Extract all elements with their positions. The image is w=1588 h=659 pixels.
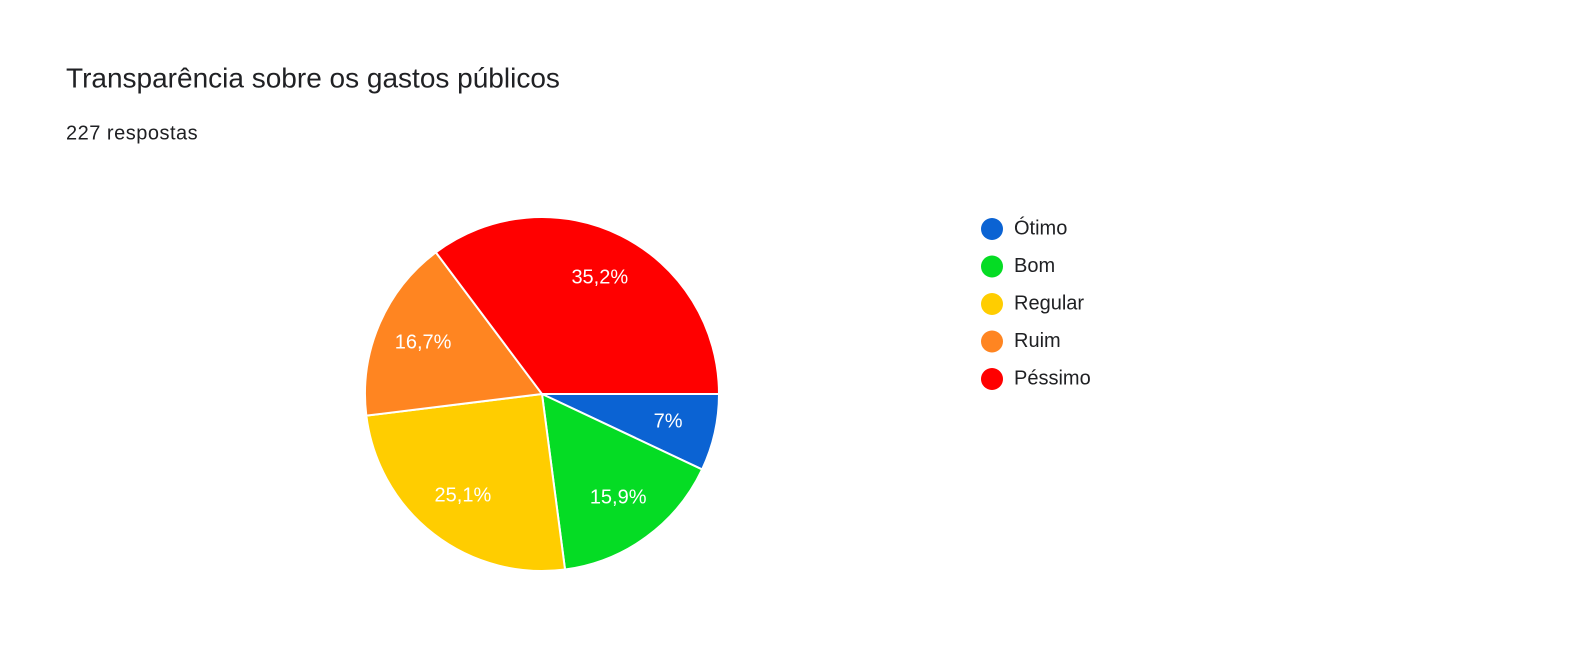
legend-label: Ótimo	[1014, 216, 1067, 239]
slice-label: 25,1%	[435, 484, 492, 506]
slice-label: 7%	[654, 410, 683, 432]
slice-label: 15,9%	[590, 487, 647, 509]
legend-swatch	[981, 255, 1003, 278]
pie-slice	[540, 392, 704, 571]
legend-label: Ruim	[1014, 330, 1061, 352]
legend-swatch	[981, 293, 1003, 315]
legend-label: Regular	[1014, 292, 1084, 314]
legend-swatch	[981, 330, 1003, 353]
legend-label: Péssimo	[1014, 367, 1091, 389]
chart-subtitle: 227 respostas	[66, 122, 198, 144]
pie-slice	[434, 216, 721, 395]
pie-slice	[364, 250, 544, 417]
pie-slice	[365, 392, 567, 572]
slice-label: 16,7%	[395, 332, 452, 354]
legend-swatch	[981, 218, 1003, 240]
slice-label: 35,2%	[571, 267, 628, 289]
legend-swatch	[981, 368, 1003, 390]
chart-title: Transparência sobre os gastos públicos	[66, 62, 560, 93]
legend-label: Bom	[1014, 255, 1055, 277]
